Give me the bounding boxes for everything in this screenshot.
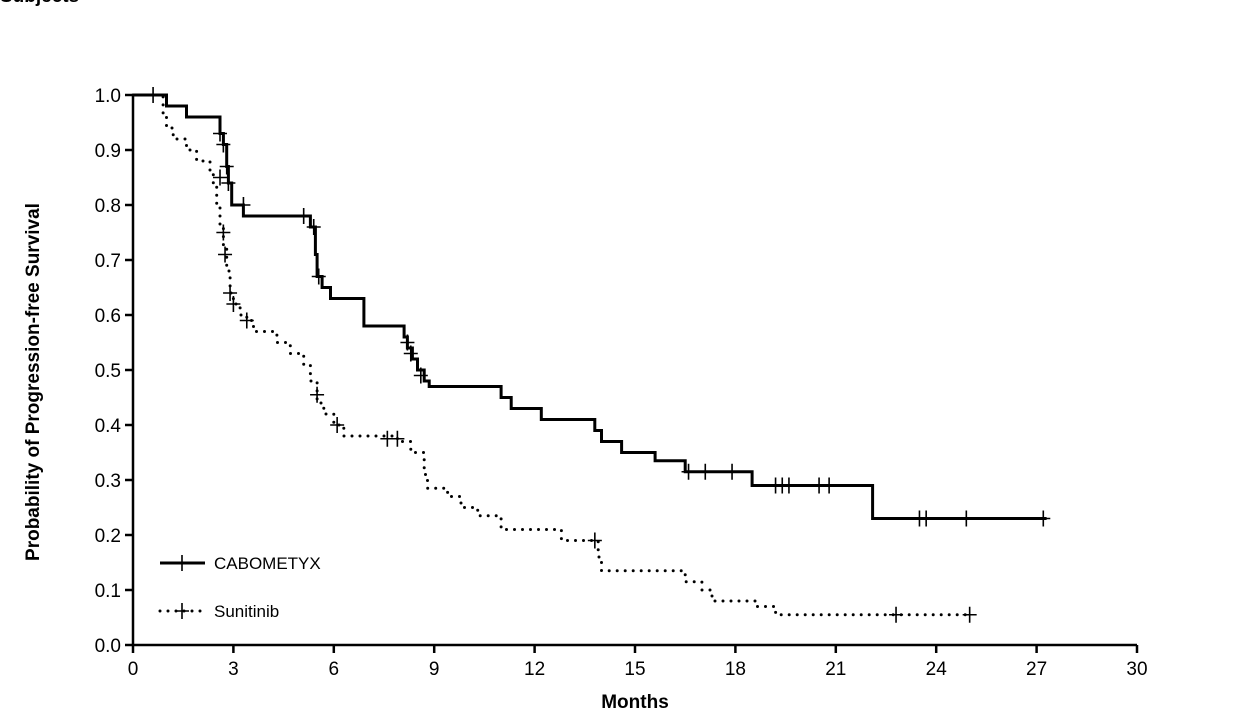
censor-mark-cabometyx [403, 345, 418, 362]
censor-mark-cabometyx [296, 208, 311, 224]
legend-marker-cabometyx [175, 555, 189, 571]
censor-mark-sunitinib [587, 532, 602, 549]
censor-mark-cabometyx [822, 477, 837, 494]
x-tick-label: 6 [329, 659, 340, 680]
censor-mark-cabometyx [400, 334, 415, 351]
x-tick-label: 12 [524, 659, 545, 680]
censor-mark-sunitinib [226, 296, 241, 312]
plot-lines [131, 87, 1051, 623]
y-axis-title: Probability of Progression-free Survival [23, 203, 44, 561]
censor-mark-sunitinib [330, 417, 345, 433]
censor-mark-sunitinib [889, 606, 904, 623]
y-tick-label: 0.6 [95, 306, 121, 327]
x-tick-label: 0 [128, 659, 139, 680]
x-axis-title: Months [601, 692, 669, 713]
x-tick-label: 24 [926, 659, 948, 680]
censor-mark-cabometyx [236, 197, 251, 213]
censor-mark-cabometyx [306, 219, 321, 235]
series-line-cabometyx [133, 93, 1047, 520]
legend: CABOMETYX Sunitinib [158, 554, 321, 621]
censor-mark-sunitinib [223, 285, 238, 301]
x-tick-label: 21 [825, 659, 846, 680]
x-tick-label: 9 [429, 659, 440, 680]
figure-title: Subjects [0, 0, 79, 8]
y-tick-label: 0.9 [95, 141, 121, 162]
series-line-sunitinib [131, 93, 972, 617]
censor-mark-cabometyx [413, 367, 428, 384]
y-tick-label: 0.5 [95, 361, 121, 382]
censor-mark-cabometyx [213, 125, 228, 142]
y-tick-label: 0.1 [95, 581, 121, 602]
censor-mark-cabometyx [698, 463, 713, 480]
censor-mark-cabometyx [725, 463, 740, 480]
y-tick-label: 0.3 [95, 471, 121, 492]
censor-mark-cabometyx [219, 158, 234, 175]
censor-mark-sunitinib [390, 430, 405, 447]
censor-mark-cabometyx [919, 510, 934, 527]
censor-mark-cabometyx [216, 136, 231, 153]
y-tick-label: 1.0 [95, 86, 121, 107]
axes: 0.0 0.1 0.2 0.3 0.4 0.5 0.6 0.7 0.8 0.9 1.0 0 3 6 9 12 1… [95, 86, 1148, 680]
censor-mark-cabometyx [221, 175, 236, 191]
censor-mark-cabometyx [681, 463, 696, 480]
censor-mark-sunitinib [239, 312, 254, 329]
x-tick-label: 27 [1026, 659, 1047, 680]
censor-mark-sunitinib [218, 246, 233, 263]
censor-mark-sunitinib [962, 606, 977, 623]
y-tick-label: 0.8 [95, 196, 121, 217]
x-tick-label: 3 [228, 659, 239, 680]
censor-mark-sunitinib [213, 169, 228, 186]
x-tick-label: 30 [1126, 659, 1147, 680]
x-tick-label: 18 [725, 659, 746, 680]
y-tick-label: 0.4 [95, 416, 122, 437]
x-tick-label: 15 [624, 659, 645, 680]
legend-label-sunitinib: Sunitinib [214, 602, 279, 621]
censor-mark-cabometyx [1036, 510, 1051, 527]
censor-mark-sunitinib [216, 224, 231, 241]
censor-mark-cabometyx [959, 510, 974, 527]
y-tick-label: 0.7 [95, 251, 121, 272]
legend-marker-sunitinib [175, 603, 189, 619]
y-tick-label: 0.0 [95, 636, 121, 657]
y-tick-label: 0.2 [95, 526, 121, 547]
censor-mark-cabometyx [311, 268, 326, 285]
censor-mark-cabometyx [781, 477, 796, 494]
legend-label-cabometyx: CABOMETYX [214, 554, 321, 573]
censor-mark-sunitinib [310, 386, 325, 403]
